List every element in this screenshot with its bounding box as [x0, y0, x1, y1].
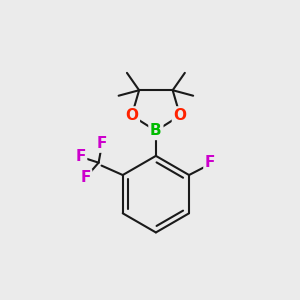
Text: B: B: [150, 123, 162, 138]
Text: F: F: [97, 136, 107, 151]
Text: F: F: [205, 155, 215, 170]
Text: F: F: [80, 170, 91, 185]
Text: F: F: [75, 149, 85, 164]
Text: O: O: [125, 108, 138, 123]
Text: O: O: [173, 108, 187, 123]
